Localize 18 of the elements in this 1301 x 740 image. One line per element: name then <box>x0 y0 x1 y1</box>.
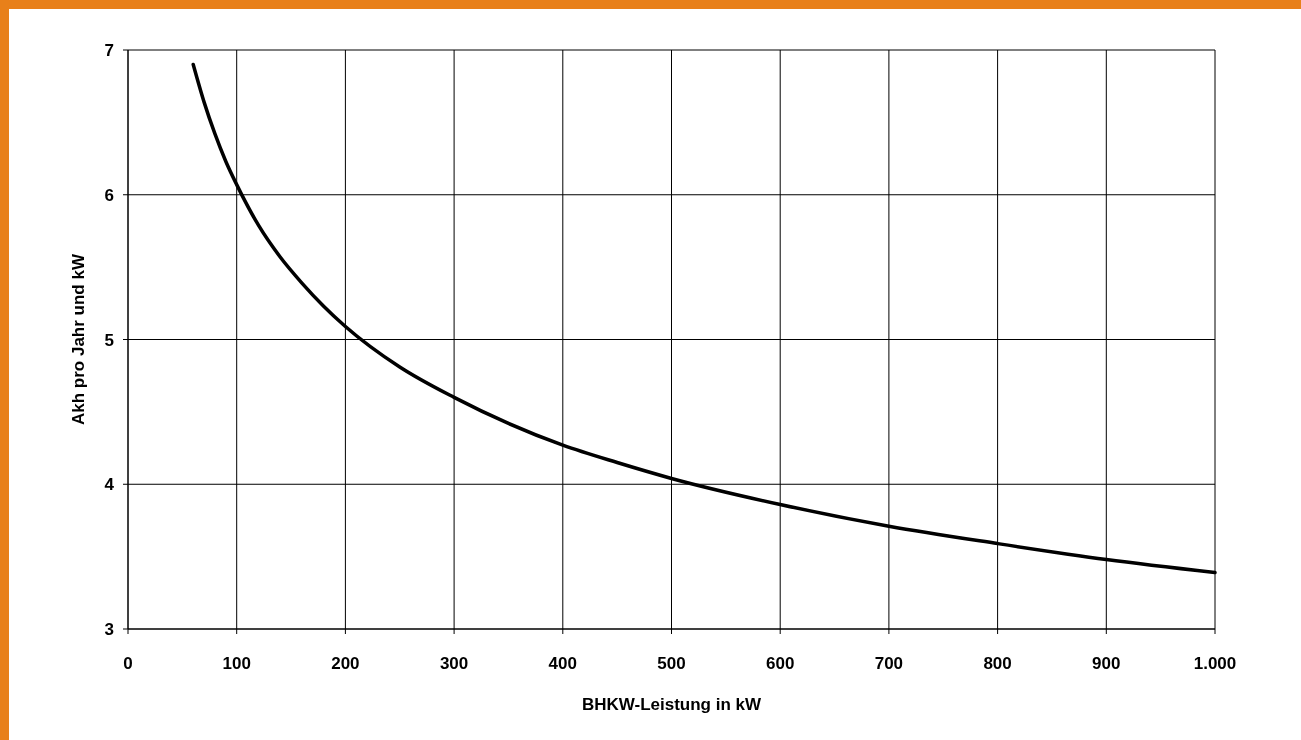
y-tick-label: 6 <box>104 185 114 205</box>
x-tick-label: 0 <box>123 654 133 673</box>
x-tick-label: 300 <box>439 654 469 673</box>
x-tick-label: 500 <box>657 654 686 673</box>
x-tick-label: 1.000 <box>1193 654 1237 673</box>
y-tick-label: 7 <box>104 41 114 60</box>
y-tick-label: 5 <box>104 330 114 350</box>
x-tick-label: 700 <box>874 654 904 673</box>
x-tick-label: 900 <box>1092 654 1121 673</box>
y-tick-label: 3 <box>104 620 114 639</box>
x-tick-label: 400 <box>548 654 577 673</box>
y-tick-label: 4 <box>104 475 115 495</box>
x-axis-title: BHKW-Leistung in kW <box>581 695 762 714</box>
x-tick-label: 800 <box>983 654 1012 673</box>
y-axis-title: Akh pro Jahr und kW <box>69 253 88 425</box>
x-tick-label: 100 <box>222 654 251 673</box>
x-tick-label: 600 <box>766 654 795 673</box>
x-tick-label: 200 <box>331 654 360 673</box>
